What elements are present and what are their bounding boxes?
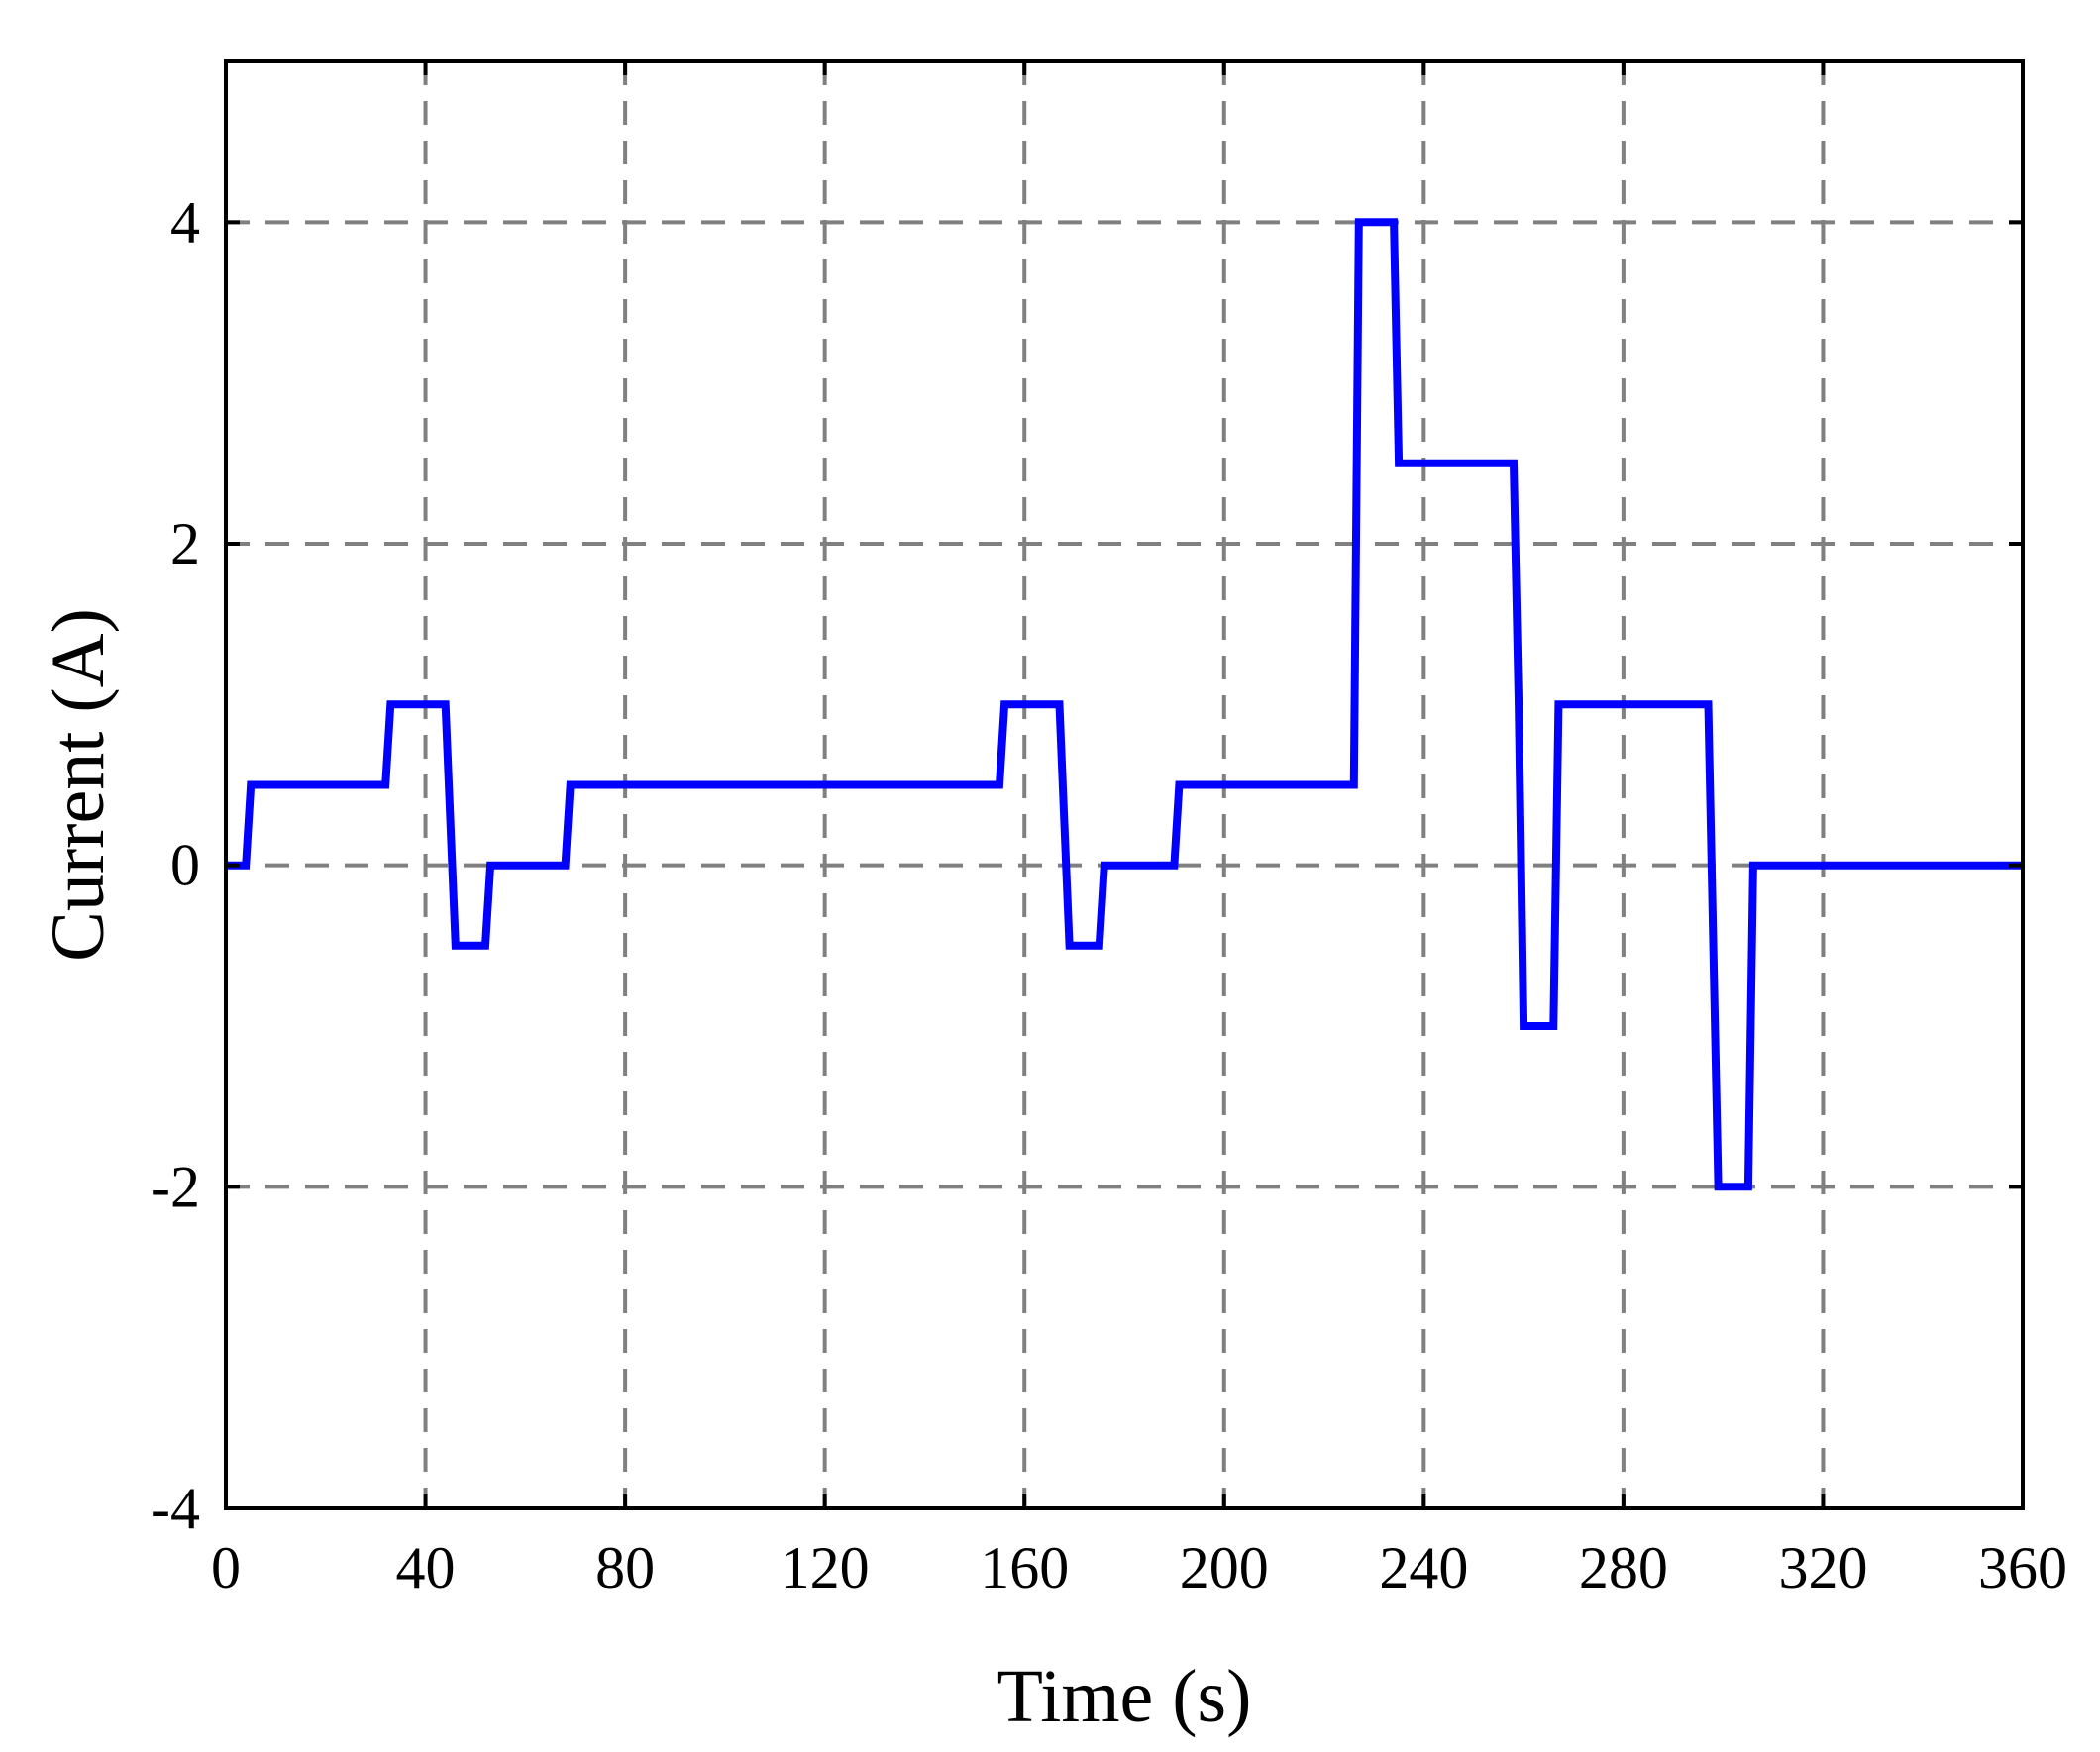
plot-frame — [224, 59, 2025, 1510]
series-line — [226, 218, 2023, 1191]
x-tick-label: 120 — [781, 1535, 870, 1600]
axis-ticks — [224, 61, 2025, 1510]
x-tick-label: 160 — [980, 1535, 1069, 1600]
y-tick-label: -2 — [151, 1154, 200, 1219]
y-tick-label: -4 — [151, 1476, 200, 1541]
x-tick-label: 280 — [1579, 1535, 1668, 1600]
grid — [226, 61, 2023, 1508]
tick-labels: 0 40 80 120 160 200 240 280 320 360 -4 -2 0 2 4 — [151, 189, 2067, 1600]
y-axis-title: Current (A) — [37, 608, 120, 962]
x-tick-label: 240 — [1379, 1535, 1468, 1600]
y-tick-label: 0 — [170, 833, 200, 898]
plot-area — [226, 218, 2023, 1191]
x-tick-label: 40 — [396, 1535, 456, 1600]
x-tick-label: 320 — [1778, 1535, 1867, 1600]
x-axis-title: Time (s) — [998, 1655, 1252, 1738]
x-tick-label: 200 — [1180, 1535, 1269, 1600]
y-tick-label: 4 — [170, 189, 200, 255]
x-tick-label: 0 — [211, 1535, 241, 1600]
y-tick-label: 2 — [170, 511, 200, 576]
x-tick-label: 80 — [595, 1535, 655, 1600]
x-tick-label: 360 — [1978, 1535, 2067, 1600]
